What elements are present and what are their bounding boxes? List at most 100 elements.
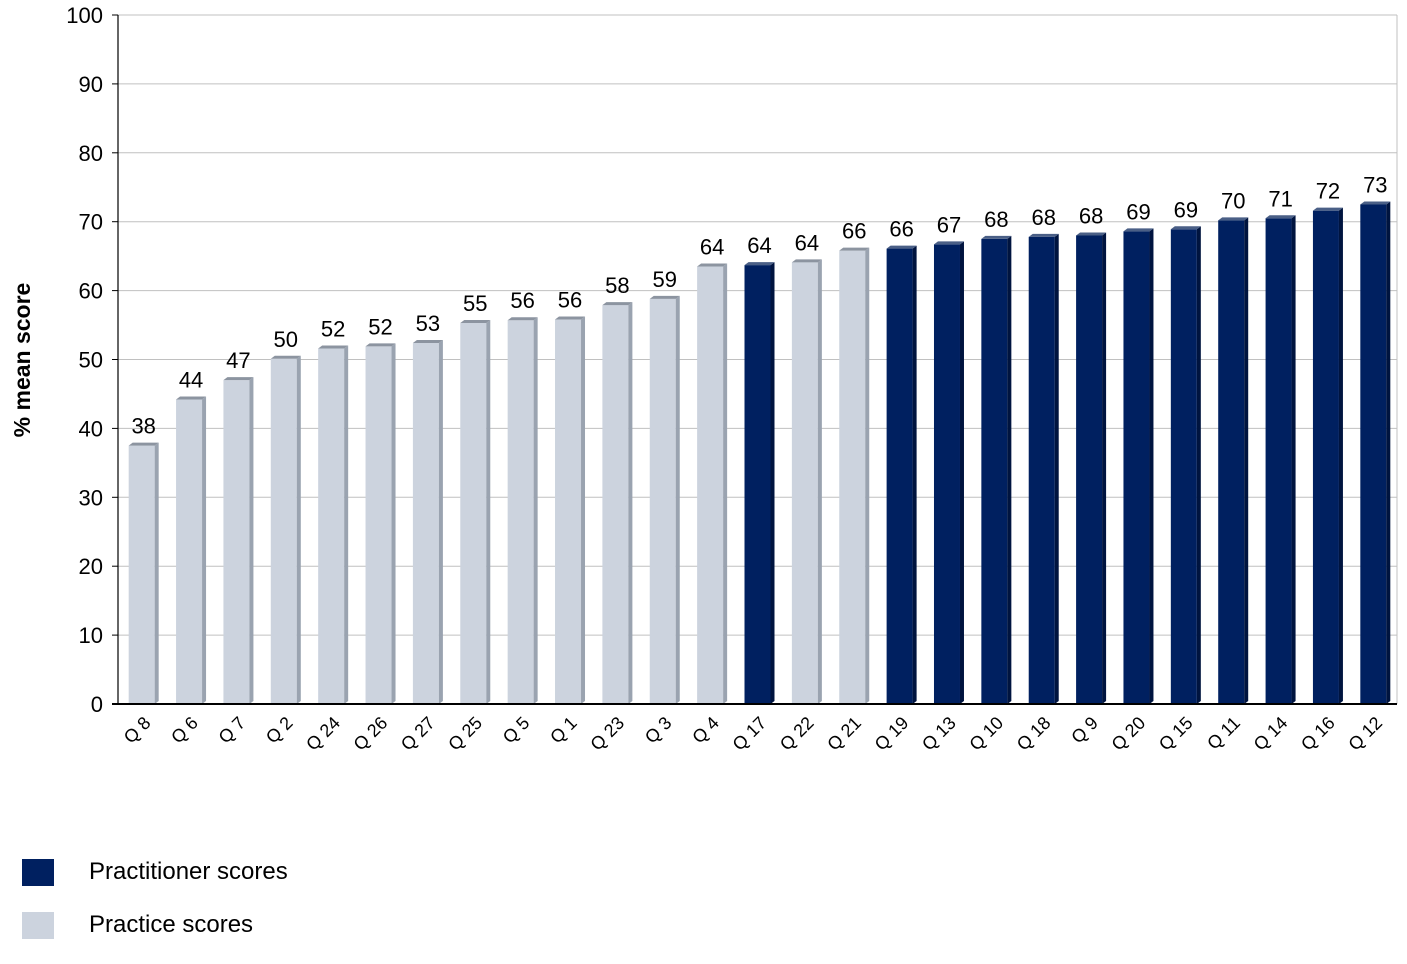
bar-front [791, 262, 818, 704]
bar-side [1007, 235, 1012, 705]
bar-front [602, 305, 629, 704]
x-tick-label: Q 27 [397, 713, 439, 755]
data-label: 64 [700, 234, 724, 259]
bar-side [959, 241, 964, 704]
x-tick-label: Q 15 [1155, 713, 1197, 755]
data-labels: 38 44 47 50 52 52 53 55 56 56 58 59 64 64 64 66 66 67 68 68… [131, 172, 1387, 438]
bar-top [1076, 232, 1107, 236]
bar-q26 [365, 343, 396, 704]
bar-top [1170, 226, 1201, 230]
bar-front [1123, 231, 1150, 704]
bar-q19 [886, 245, 917, 705]
bar-chart: 0 10 20 30 40 50 60 70 80 90 100 38 44 47 50 52 52 53 55 5… [9, 3, 1398, 755]
bar-side [1149, 228, 1154, 704]
bar-front [886, 248, 913, 705]
legend-item-practice: Practice scores [22, 911, 288, 939]
bar-front [507, 320, 534, 704]
y-tick-label: 70 [79, 210, 103, 235]
bar-front [697, 266, 724, 704]
bar-top [649, 295, 680, 299]
bar-side [723, 263, 728, 704]
y-tick-label: 0 [91, 692, 103, 717]
bar-q25 [460, 319, 491, 704]
bar-q7 [223, 377, 254, 704]
data-label: 68 [1031, 205, 1055, 230]
y-tick-label: 90 [79, 72, 103, 97]
data-label: 53 [416, 311, 440, 336]
data-label: 68 [984, 207, 1008, 232]
bar-side [817, 259, 822, 704]
bar-q10 [981, 235, 1012, 705]
legend-swatch-practitioner [22, 858, 54, 886]
bar-front [1360, 204, 1387, 704]
x-tick-label: Q 1 [546, 713, 581, 748]
y-tick-label: 50 [79, 348, 103, 373]
bar-front [270, 358, 297, 704]
bar-front [223, 380, 250, 704]
data-label: 55 [463, 291, 487, 316]
y-tick-label: 60 [79, 279, 103, 304]
x-tick-label: Q 3 [641, 713, 676, 748]
bar-side [344, 345, 349, 704]
bar-top [223, 377, 254, 381]
data-label: 67 [937, 212, 961, 237]
legend-swatch-practice [22, 911, 54, 939]
bar-front [555, 319, 582, 704]
bar-front [1312, 210, 1339, 704]
legend-label-practitioner: Practitioner scores [89, 858, 288, 885]
bar-front [1218, 220, 1245, 704]
bar-q17 [744, 262, 775, 704]
bar-top [128, 442, 159, 446]
bar-q11 [1218, 217, 1249, 704]
x-tick-label: Q 22 [776, 713, 818, 755]
y-axis-title: % mean score [9, 283, 35, 438]
bar-q8 [128, 442, 159, 704]
bar-q24 [318, 345, 349, 704]
bar-top [602, 302, 633, 306]
legend-item-practitioner: Practitioner scores [22, 858, 288, 886]
x-tick-label: Q 24 [302, 713, 344, 755]
bar-side [628, 302, 633, 704]
bar-front [1076, 235, 1103, 705]
bar-front [1265, 218, 1292, 704]
bar-q23 [602, 302, 633, 704]
bar-front [839, 250, 866, 704]
data-label: 52 [368, 314, 392, 339]
bar-top [1312, 207, 1343, 211]
bar-top [365, 343, 396, 347]
y-tick-label: 20 [79, 554, 103, 579]
x-tick-label: Q 2 [262, 713, 297, 748]
bar-side [1338, 207, 1343, 704]
bar-side [675, 295, 680, 704]
y-tick-label: 30 [79, 485, 103, 510]
bar-top [697, 263, 728, 267]
bar-q13 [933, 241, 964, 704]
bar-top [744, 262, 775, 266]
x-tick-label: Q 21 [823, 713, 865, 755]
bar-q3 [649, 295, 680, 704]
x-tick-label: Q 23 [586, 713, 628, 755]
bar-top [1028, 233, 1059, 237]
bar-q1 [555, 316, 586, 704]
bar-top [507, 317, 538, 321]
bar-side [296, 355, 301, 704]
y-tick-label: 100 [66, 3, 103, 28]
bar-top [460, 319, 491, 323]
bar-front [128, 445, 155, 704]
y-tick-label: 80 [79, 141, 103, 166]
bar-side [533, 317, 538, 704]
bar-top [318, 345, 349, 349]
y-tick-label: 40 [79, 416, 103, 441]
data-label: 69 [1126, 199, 1150, 224]
bar-side [391, 343, 396, 704]
bar-side [1244, 217, 1249, 704]
data-label: 56 [510, 288, 534, 313]
x-tick-label: Q 7 [215, 713, 250, 748]
bar-side [486, 319, 491, 704]
x-tick-label: Q 11 [1203, 713, 1244, 754]
x-tick-label: Q 16 [1297, 713, 1339, 755]
x-tick-label: Q 13 [918, 713, 960, 755]
data-label: 72 [1316, 179, 1340, 204]
x-tick-label: Q 8 [120, 713, 155, 748]
